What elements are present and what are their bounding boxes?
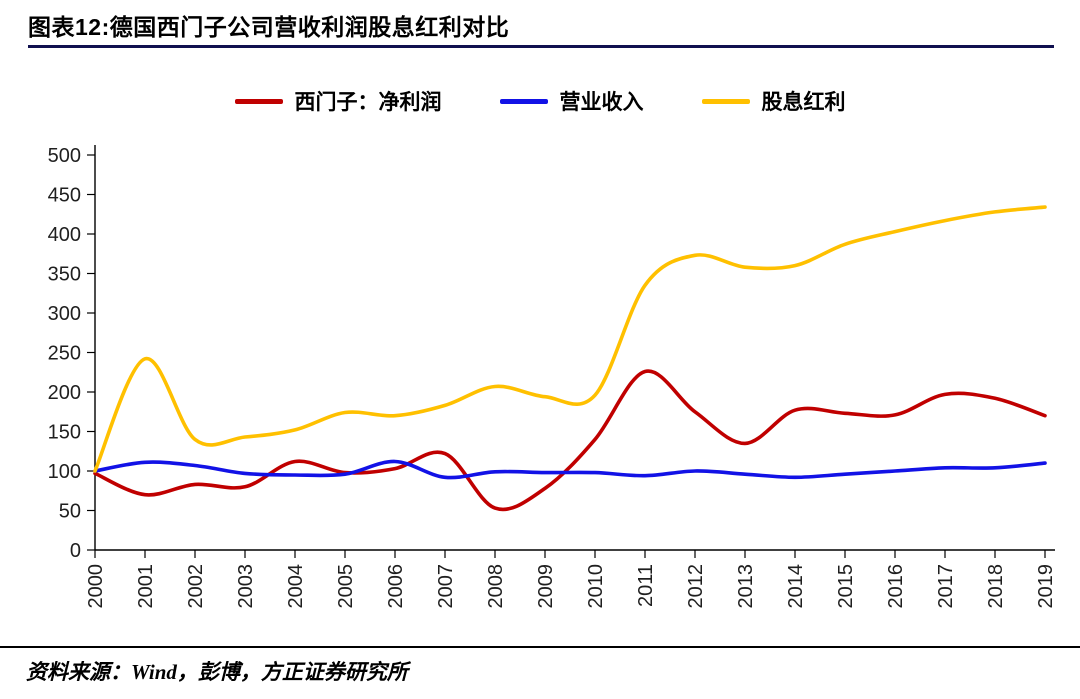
- y-tick-label: 250: [48, 343, 81, 365]
- y-tick-label: 50: [59, 501, 81, 523]
- figure-title: 图表12:德国西门子公司营收利润股息红利对比: [28, 14, 510, 40]
- line-siemens-net-profit: [93, 369, 1047, 512]
- line-operating-revenue: [93, 459, 1047, 480]
- x-tick-label: 2000: [85, 564, 107, 609]
- x-tick-label: 2001: [135, 564, 157, 609]
- y-tick-label: 0: [70, 540, 81, 562]
- y-tick-label: 350: [48, 264, 81, 286]
- y-tick-label: 450: [48, 185, 81, 207]
- x-tick-label: 2009: [535, 564, 557, 609]
- footer-rule: [0, 646, 1080, 648]
- title-rule: [28, 45, 1054, 48]
- legend-swatch-dividend: [701, 98, 750, 104]
- x-tick-label: 2012: [685, 564, 707, 609]
- x-tick-label: 2010: [585, 564, 607, 609]
- x-tick-label: 2018: [985, 564, 1007, 609]
- legend-label-revenue: 营业收入: [559, 91, 644, 114]
- x-tick-label: 2003: [235, 564, 257, 609]
- source-note: 资料来源：Wind，彭博，方正证券研究所: [26, 660, 408, 684]
- legend-label-dividend: 股息红利: [761, 91, 846, 114]
- x-tick-label: 2011: [635, 564, 657, 607]
- chart-legend: 西门子：净利润 营业收入 股息红利: [0, 86, 1080, 116]
- x-tick-label: 2005: [335, 564, 357, 609]
- x-tick-label: 2006: [385, 564, 407, 609]
- y-tick-label: 150: [48, 422, 81, 444]
- x-tick-label: 2007: [435, 564, 457, 609]
- y-tick-label: 300: [48, 303, 81, 325]
- legend-item-revenue: 营业收入: [499, 86, 644, 116]
- x-tick-label: 2017: [935, 564, 957, 609]
- y-tick-label: 400: [48, 224, 81, 246]
- legend-label-net-profit: 西门子：净利润: [294, 91, 442, 114]
- x-tick-label: 2013: [735, 564, 757, 609]
- x-tick-label: 2004: [285, 564, 307, 609]
- x-tick-label: 2016: [885, 564, 907, 609]
- y-tick-label: 200: [48, 382, 81, 404]
- x-tick-label: 2014: [785, 564, 807, 609]
- line-dividend: [93, 205, 1047, 473]
- line-chart: 0 50 100 150 200 250 300 350 400 450 500 2000 2001 20…: [48, 145, 1057, 609]
- legend-item-net-profit: 西门子：净利润: [234, 86, 442, 116]
- x-tick-label: 2015: [835, 564, 857, 609]
- y-tick-label: 500: [48, 145, 81, 167]
- y-tick-label: 100: [48, 461, 81, 483]
- x-tick-label: 2002: [185, 564, 207, 609]
- legend-swatch-net-profit: [234, 98, 283, 104]
- legend-swatch-revenue: [499, 98, 548, 104]
- legend-item-dividend: 股息红利: [701, 86, 846, 116]
- x-tick-label: 2008: [485, 564, 507, 609]
- x-tick-label: 2019: [1035, 564, 1057, 609]
